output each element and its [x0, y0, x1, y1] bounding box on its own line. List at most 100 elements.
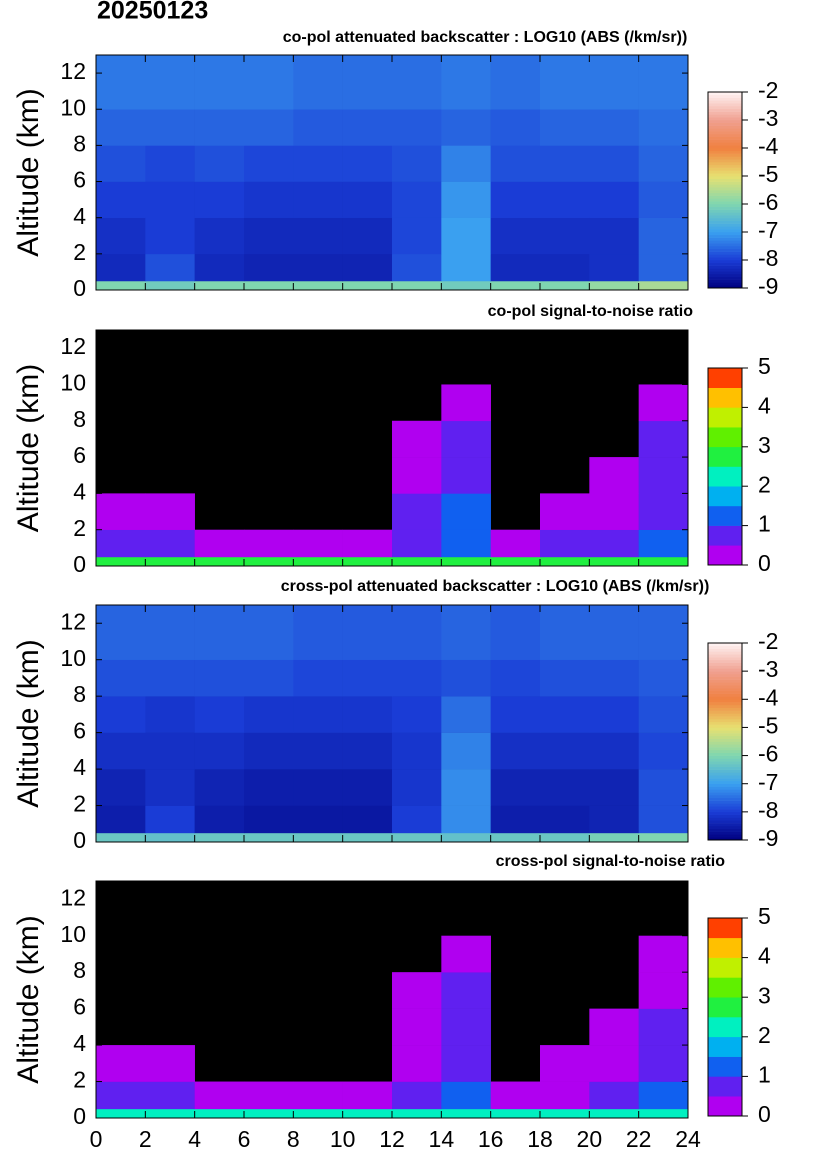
heatmap-cell: [96, 493, 146, 530]
heatmap-cell: [441, 605, 491, 660]
heatmap-cell: [392, 972, 442, 1009]
heatmap-cell: [540, 145, 590, 182]
colorbar-band: [708, 809, 742, 813]
heatmap-cell: [194, 109, 245, 146]
heatmap-cell: [638, 109, 689, 146]
heatmap-cell: [490, 805, 541, 834]
heatmap-cell: [490, 832, 541, 843]
heatmap-cell: [244, 696, 294, 733]
heatmap-cell: [342, 1108, 393, 1119]
colorbar-band: [708, 268, 742, 272]
heatmap-cell: [96, 1108, 146, 1119]
colorbar-band: [708, 645, 742, 649]
colorbar-band: [708, 190, 742, 194]
colorbar-frame: [707, 91, 743, 289]
colorbar-tick-label: -7: [758, 769, 778, 795]
colorbar-band: [708, 671, 742, 675]
heatmap-cell: [490, 732, 541, 770]
heatmap-cell: [244, 556, 294, 567]
colorbar-band: [708, 271, 742, 275]
heatmap-cell: [638, 181, 689, 218]
colorbar-band: [708, 285, 742, 289]
colorbar-band: [708, 735, 742, 739]
y-tick-label: 12: [60, 58, 86, 84]
heatmap-cell: [244, 832, 294, 843]
x-tick-label: 0: [90, 1126, 103, 1152]
y-tick-label: 0: [73, 1103, 86, 1129]
colorbar-band: [708, 676, 742, 680]
heatmap-cell: [490, 1108, 541, 1119]
heatmap-cell: [441, 384, 491, 422]
heatmap-cell: [194, 253, 245, 282]
heatmap-cell: [589, 217, 639, 255]
heatmap-cell: [638, 145, 689, 182]
y-axis-label: Altitude (km): [12, 639, 45, 807]
heatmap-cell: [589, 805, 639, 834]
heatmap-cell: [392, 457, 442, 494]
heatmap-cell: [490, 109, 541, 146]
heatmap-cell: [441, 280, 491, 291]
colorbar-band: [708, 120, 742, 124]
heatmap-cell: [638, 605, 689, 660]
heatmap-cell: [244, 659, 294, 697]
y-tick-label: 10: [60, 921, 86, 947]
heatmap-cell: [589, 556, 639, 567]
heatmap-cell: [342, 1081, 393, 1110]
heatmap-cell: [441, 769, 491, 806]
heatmap-cell: [638, 1045, 689, 1082]
colorbar-band: [708, 427, 742, 448]
colorbar-band: [708, 794, 742, 799]
colorbar-tick-label: -5: [758, 161, 778, 187]
heatmap-cell: [540, 109, 590, 146]
heatmap-cell: [244, 55, 294, 110]
heatmap-cell: [293, 805, 343, 834]
heatmap-cell: [589, 1081, 639, 1110]
heatmap-cell: [145, 832, 195, 843]
y-tick-label: 8: [73, 681, 86, 707]
heatmap-cell: [392, 1008, 442, 1046]
heatmap-cell: [638, 529, 689, 558]
colorbar-band: [708, 178, 742, 182]
colorbar-tick-label: 4: [758, 943, 771, 969]
heatmap-cell: [638, 55, 689, 110]
heatmap-cell: [145, 109, 195, 146]
heatmap-cell: [145, 556, 195, 567]
heatmap-cell: [145, 181, 195, 218]
heatmap-cell: [145, 1045, 195, 1082]
heatmap-cell: [490, 217, 541, 255]
colorbar-band: [708, 131, 742, 135]
panel-title: co-pol attenuated backscatter : LOG10 (A…: [283, 29, 688, 46]
heatmap-cell: [490, 253, 541, 282]
heatmap-cell: [96, 145, 146, 182]
colorbar-band: [708, 778, 742, 782]
heatmap-cell: [293, 1108, 343, 1119]
colorbar-band: [708, 704, 742, 709]
heatmap-cell: [194, 181, 245, 218]
heatmap-cell: [145, 55, 195, 110]
colorbar-band: [708, 685, 742, 689]
heatmap-cell: [244, 181, 294, 218]
colorbar-tick-label: 0: [758, 1101, 771, 1127]
colorbar-tick-label: 4: [758, 392, 771, 418]
heatmap-cell: [145, 493, 195, 530]
heatmap-cell: [293, 556, 343, 567]
colorbar-band: [708, 702, 742, 706]
heatmap-cell: [392, 1045, 442, 1082]
y-tick-label: 2: [73, 239, 86, 265]
colorbar-band: [708, 769, 742, 773]
heatmap-cell: [342, 696, 393, 733]
y-tick-label: 8: [73, 406, 86, 432]
colorbar-band: [708, 772, 742, 776]
heatmap-cell: [96, 181, 146, 218]
heatmap-cell: [145, 659, 195, 697]
heatmap-cell: [96, 556, 146, 567]
heatmap-cell: [638, 253, 689, 282]
colorbar-band: [708, 744, 742, 748]
heatmap-cell: [244, 109, 294, 146]
heatmap-cell: [589, 732, 639, 770]
y-tick-label: 12: [60, 884, 86, 910]
colorbar-band: [708, 657, 742, 661]
heatmap-cell: [589, 659, 639, 697]
figure-title: 20250123: [97, 0, 208, 25]
heatmap-cell: [441, 217, 491, 255]
